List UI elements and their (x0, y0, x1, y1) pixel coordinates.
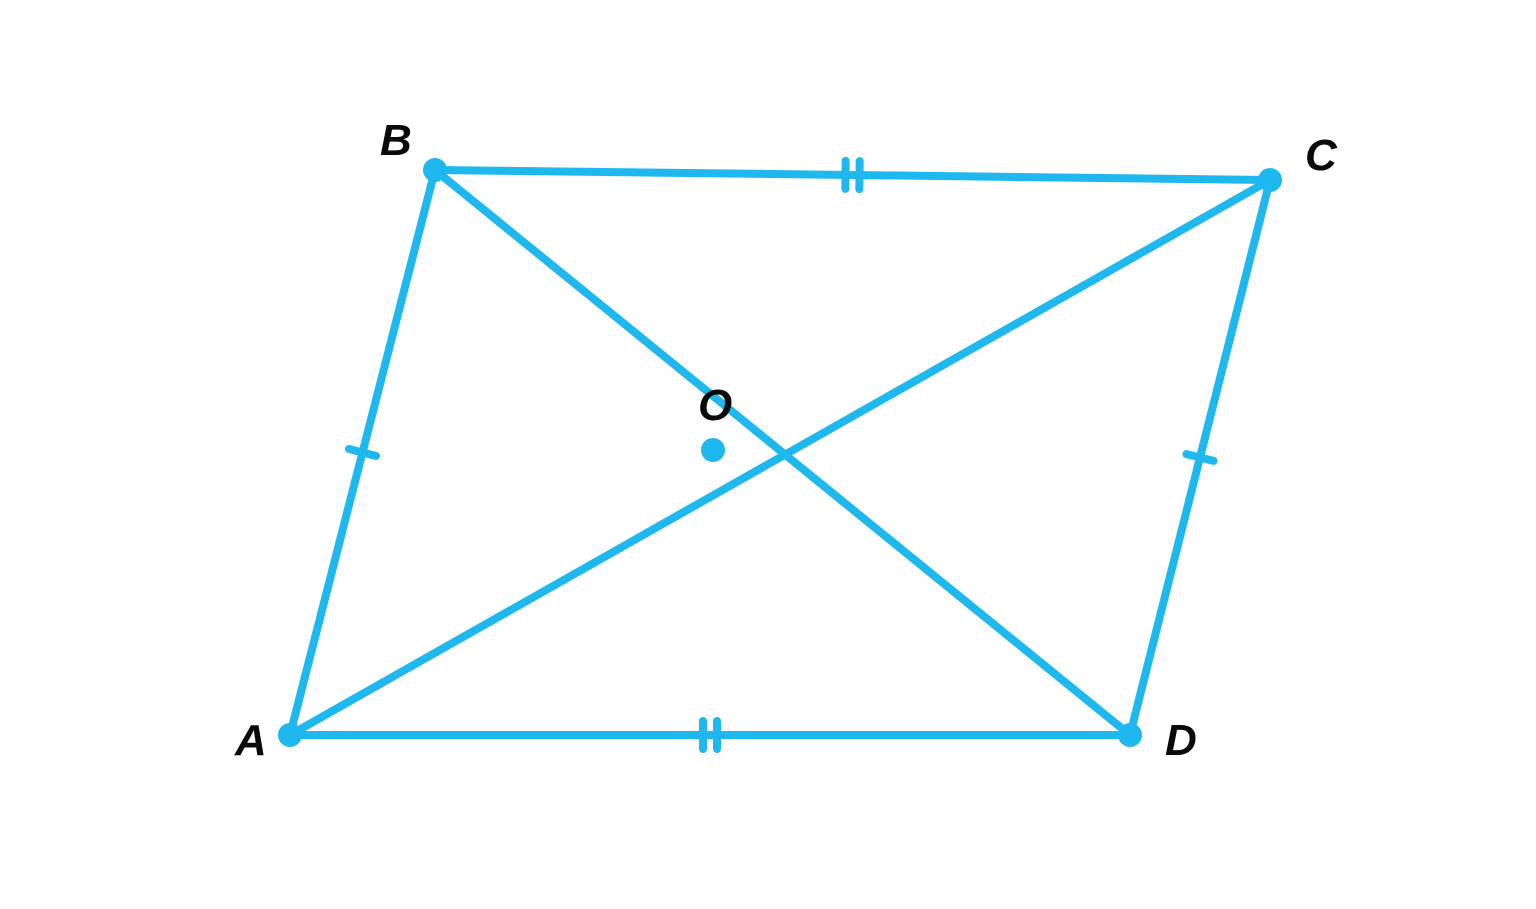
tick-CD (1186, 454, 1213, 461)
edge-AC (290, 180, 1270, 735)
point-C (1258, 168, 1282, 192)
point-B (423, 158, 447, 182)
point-A (278, 723, 302, 747)
label-A: A (234, 716, 267, 765)
parallelogram-diagram: A B C D O (0, 0, 1536, 909)
edge-BC (435, 170, 1270, 180)
label-C: C (1305, 131, 1338, 180)
point-O (701, 438, 725, 462)
tick-AB (349, 449, 376, 456)
edge-BD (435, 170, 1130, 735)
label-O: O (698, 381, 732, 430)
label-B: B (380, 116, 412, 165)
label-D: D (1165, 716, 1197, 765)
point-D (1118, 723, 1142, 747)
